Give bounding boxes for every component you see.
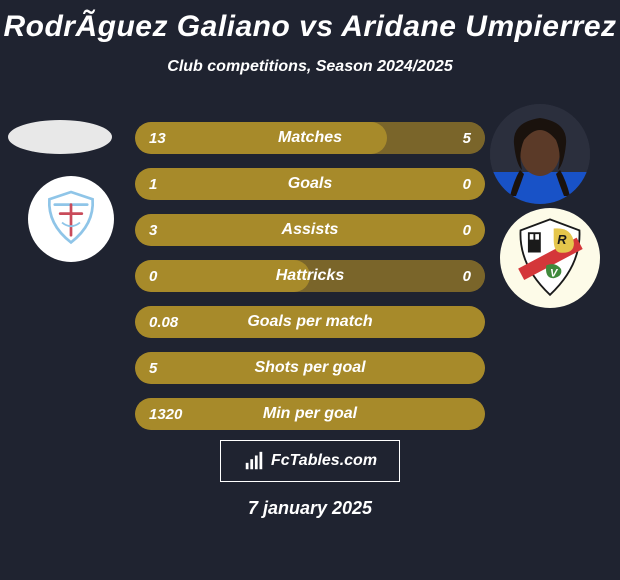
svg-text:R: R <box>557 232 567 247</box>
stat-row: 5Shots per goal <box>135 352 485 384</box>
stat-label: Min per goal <box>135 405 485 423</box>
page-title: RodrÃ­guez Galiano vs Aridane Umpierrez <box>0 0 620 44</box>
branding-box: FcTables.com <box>220 440 400 482</box>
date-label: 7 january 2025 <box>0 498 620 519</box>
stat-row: 1Goals0 <box>135 168 485 200</box>
stat-right-value: 0 <box>463 176 471 193</box>
player-left-avatar <box>8 120 112 154</box>
stat-label: Matches <box>135 129 485 147</box>
subtitle: Club competitions, Season 2024/2025 <box>0 58 620 76</box>
stat-label: Shots per goal <box>135 359 485 377</box>
stat-right-value: 0 <box>463 222 471 239</box>
player-right-avatar <box>490 104 590 204</box>
stat-row: 0.08Goals per match <box>135 306 485 338</box>
stat-label: Hattricks <box>135 267 485 285</box>
stat-label: Assists <box>135 221 485 239</box>
stat-right-value: 0 <box>463 268 471 285</box>
chart-icon <box>243 450 265 472</box>
stats-container: 13Matches51Goals03Assists00Hattricks00.0… <box>135 122 485 430</box>
stat-row: 1320Min per goal <box>135 398 485 430</box>
stat-label: Goals <box>135 175 485 193</box>
branding-label: FcTables.com <box>271 452 377 470</box>
stat-right-value: 5 <box>463 130 471 147</box>
stat-row: 13Matches5 <box>135 122 485 154</box>
stat-label: Goals per match <box>135 313 485 331</box>
team-right-crest: R V <box>500 208 600 308</box>
team-left-crest <box>28 176 114 262</box>
stat-row: 3Assists0 <box>135 214 485 246</box>
stat-row: 0Hattricks0 <box>135 260 485 292</box>
